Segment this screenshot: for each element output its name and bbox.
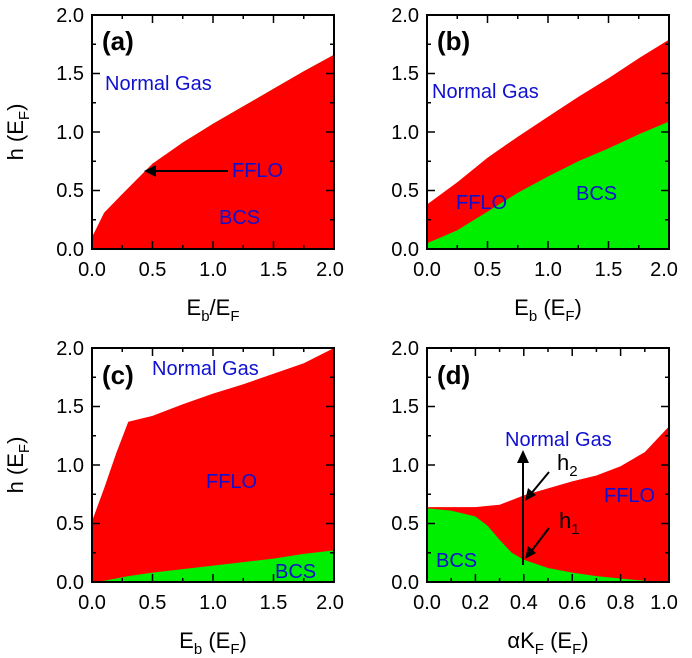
panel-d-h1-arrow: [525, 527, 550, 559]
panel-c-fflo-label: FFLO: [206, 471, 257, 493]
panel-a-y-tick-labels: 0.0 0.5 1.0 1.5 2.0: [56, 5, 84, 261]
panel-d-x-axis-label: αKF (EF): [507, 628, 588, 658]
panel-a-normal-gas-label: Normal Gas: [105, 73, 212, 95]
panel-c-ytick-4: 2.0: [56, 338, 84, 360]
panel-c-bcs-label: BCS: [275, 561, 316, 583]
panel-d-vertical-arrow: [517, 450, 529, 565]
panel-a-ytick-2: 1.0: [56, 122, 84, 144]
panel-c-xtick-0: 0.0: [78, 592, 106, 614]
panel-c-y-axis-label: h (EF): [3, 437, 33, 494]
panel-b-ticks: [426, 14, 670, 250]
panel-d-x-tick-labels: 0.0 0.2 0.4 0.6 0.8 1.0: [413, 592, 678, 614]
panel-d-ytick-1: 0.5: [391, 513, 419, 535]
panel-c-ytick-0: 0.0: [56, 572, 84, 594]
panel-b-fflo-label: FFLO: [456, 192, 507, 214]
panel-a-tag: (a): [102, 26, 134, 56]
panel-c-fflo-region: [92, 348, 334, 582]
panel-d-tag: (d): [437, 360, 470, 390]
panel-a-xtick-3: 1.5: [260, 259, 288, 281]
panel-c-y-tick-labels: 0.0 0.5 1.0 1.5 2.0: [56, 338, 84, 594]
panel-b-xtick-3: 1.5: [595, 259, 623, 281]
panel-b-xtick-1: 0.5: [474, 259, 502, 281]
panel-d-xtick-4: 0.8: [607, 592, 635, 614]
panel-b-ytick-1: 0.5: [391, 180, 419, 202]
panel-c-xtick-3: 1.5: [260, 592, 288, 614]
panel-b-ytick-4: 2.0: [391, 5, 419, 27]
panel-a-ytick-1: 0.5: [56, 180, 84, 202]
panel-d-xtick-5: 1.0: [650, 592, 678, 614]
panel-a-xtick-0: 0.0: [78, 259, 106, 281]
panel-d-xtick-3: 0.6: [558, 592, 586, 614]
panel-a-ticks: [91, 14, 335, 250]
panel-d-fflo-label: FFLO: [604, 485, 655, 507]
panel-d-h1-label: h1: [559, 508, 580, 538]
panel-a-ytick-3: 1.5: [56, 63, 84, 85]
panel-c-x-axis-label: Eb (EF): [179, 628, 247, 658]
panel-a-fflo-region: [92, 54, 334, 249]
panel-b-tag: (b): [437, 26, 470, 56]
panel-d-ytick-3: 1.5: [391, 396, 419, 418]
panel-a-bcs-label: BCS: [219, 207, 260, 229]
panel-d-normal-gas-label: Normal Gas: [505, 429, 612, 451]
panel-a-y-axis-label: h (EF): [3, 104, 33, 161]
panel-a-x-axis-label: Eb/EF: [187, 295, 240, 325]
panel-b-bcs-region: [427, 121, 669, 249]
panel-b-ytick-2: 1.0: [391, 122, 419, 144]
panel-b-xtick-4: 2.0: [650, 259, 678, 281]
panel-c-tag: (c): [102, 360, 134, 390]
panel-c-xtick-4: 2.0: [316, 592, 344, 614]
panel-d: 0.0 0.5 1.0 1.5 2.0 0.0 0.2 0.4 0.6 0.8 …: [391, 338, 678, 658]
panel-d-ytick-2: 1.0: [391, 455, 419, 477]
panel-c-normal-gas-label: Normal Gas: [152, 358, 259, 380]
panel-b-x-tick-labels: 0.0 0.5 1.0 1.5 2.0: [413, 259, 678, 281]
panel-c-xtick-2: 1.0: [199, 592, 227, 614]
panel-d-xtick-2: 0.4: [510, 592, 538, 614]
panel-b-x-axis-label: Eb (EF): [514, 295, 582, 325]
panel-b-xtick-0: 0.0: [413, 259, 441, 281]
panel-a-xtick-1: 0.5: [139, 259, 167, 281]
panel-b-bcs-label: BCS: [576, 183, 617, 205]
panel-b-y-tick-labels: 0.0 0.5 1.0 1.5 2.0: [391, 5, 419, 261]
panel-c-ytick-2: 1.0: [56, 455, 84, 477]
panel-c: 0.0 0.5 1.0 1.5 2.0 0.0 0.5 1.0 1.5 2.0 …: [3, 338, 344, 658]
panel-c-ytick-1: 0.5: [56, 513, 84, 535]
panel-d-ytick-0: 0.0: [391, 572, 419, 594]
panel-d-h2-arrow: [525, 471, 550, 501]
panel-a-fflo-label: FFLO: [232, 160, 283, 182]
panel-c-ticks: [91, 347, 335, 583]
panel-d-h2-label: h2: [557, 450, 578, 480]
panel-a-ytick-4: 2.0: [56, 5, 84, 27]
panel-a-fflo-arrow: [144, 165, 228, 177]
panel-a-ytick-0: 0.0: [56, 239, 84, 261]
panel-b-ytick-3: 1.5: [391, 63, 419, 85]
panel-b-normal-gas-label: Normal Gas: [432, 81, 539, 103]
panel-b-xtick-2: 1.0: [534, 259, 562, 281]
panel-a: 0.0 0.5 1.0 1.5 2.0 0.0 0.5 1.0 1.5 2.0 …: [3, 5, 344, 325]
panel-b-ytick-0: 0.0: [391, 239, 419, 261]
panel-b: 0.0 0.5 1.0 1.5 2.0 0.0 0.5 1.0 1.5 2.0 …: [391, 5, 678, 325]
panel-c-x-tick-labels: 0.0 0.5 1.0 1.5 2.0: [78, 592, 344, 614]
panel-d-bcs-region: [427, 508, 669, 582]
panel-d-xtick-1: 0.2: [461, 592, 489, 614]
panel-c-xtick-1: 0.5: [139, 592, 167, 614]
panel-a-xtick-2: 1.0: [199, 259, 227, 281]
panel-a-x-tick-labels: 0.0 0.5 1.0 1.5 2.0: [78, 259, 344, 281]
panel-d-xtick-0: 0.0: [413, 592, 441, 614]
panel-d-ytick-4: 2.0: [391, 338, 419, 360]
panel-d-bcs-label: BCS: [436, 550, 477, 572]
panel-a-xtick-4: 2.0: [316, 259, 344, 281]
panel-d-y-tick-labels: 0.0 0.5 1.0 1.5 2.0: [391, 338, 419, 594]
panel-d-ticks: [426, 347, 670, 583]
panel-c-ytick-3: 1.5: [56, 396, 84, 418]
